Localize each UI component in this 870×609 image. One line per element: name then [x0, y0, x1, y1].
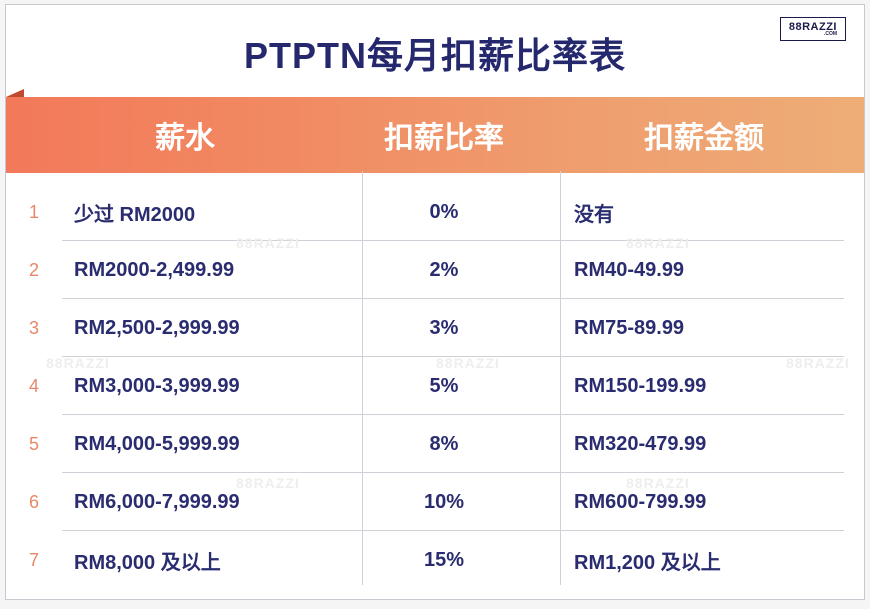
cell-rate: 3% [344, 317, 544, 340]
cell-amount: RM1,200 及以上 [544, 546, 864, 575]
table-row: 7 RM8,000 及以上 15% RM1,200 及以上 [6, 531, 864, 589]
cell-rate: 8% [344, 433, 544, 456]
cell-amount: RM600-799.99 [544, 491, 864, 514]
header-amount: 扣薪金额 [544, 113, 864, 157]
cell-salary: RM8,000 及以上 [62, 546, 344, 575]
cell-amount: RM150-199.99 [544, 375, 864, 398]
cell-rate: 15% [344, 549, 544, 572]
container: 88RAZZI .COM PTPTN每月扣薪比率表 薪水 扣薪比率 扣薪金额 1… [5, 4, 865, 600]
cell-amount: RM75-89.99 [544, 317, 864, 340]
cell-rate: 10% [344, 491, 544, 514]
cell-rate: 0% [344, 201, 544, 224]
table-row: 1 少过 RM2000 0% 没有 [6, 183, 864, 241]
cell-amount: 没有 [544, 198, 864, 227]
cell-salary: RM6,000-7,999.99 [62, 491, 344, 514]
cell-salary: RM3,000-3,999.99 [62, 375, 344, 398]
cell-salary: RM4,000-5,999.99 [62, 433, 344, 456]
cell-salary: RM2,500-2,999.99 [62, 317, 344, 340]
cell-salary: RM2000-2,499.99 [62, 259, 344, 282]
row-index: 4 [6, 376, 62, 397]
page-title: PTPTN每月扣薪比率表 [6, 5, 864, 79]
row-index: 3 [6, 318, 62, 339]
cell-rate: 5% [344, 375, 544, 398]
row-index: 7 [6, 550, 62, 571]
header-rate: 扣薪比率 [344, 113, 544, 157]
table-row: 2 RM2000-2,499.99 2% RM40-49.99 [6, 241, 864, 299]
table-body: 1 少过 RM2000 0% 没有 2 RM2000-2,499.99 2% R… [6, 173, 864, 589]
header-salary: 薪水 [6, 113, 344, 157]
table-row: 6 RM6,000-7,999.99 10% RM600-799.99 [6, 473, 864, 531]
row-index: 5 [6, 434, 62, 455]
row-index: 6 [6, 492, 62, 513]
table-row: 5 RM4,000-5,999.99 8% RM320-479.99 [6, 415, 864, 473]
table-row: 4 RM3,000-3,999.99 5% RM150-199.99 [6, 357, 864, 415]
brand-logo: 88RAZZI .COM [780, 17, 846, 41]
table-header: 薪水 扣薪比率 扣薪金额 [6, 97, 864, 173]
cell-amount: RM40-49.99 [544, 259, 864, 282]
cell-amount: RM320-479.99 [544, 433, 864, 456]
table-row: 3 RM2,500-2,999.99 3% RM75-89.99 [6, 299, 864, 357]
cell-rate: 2% [344, 259, 544, 282]
row-index: 1 [6, 202, 62, 223]
cell-salary: 少过 RM2000 [62, 198, 344, 227]
row-index: 2 [6, 260, 62, 281]
